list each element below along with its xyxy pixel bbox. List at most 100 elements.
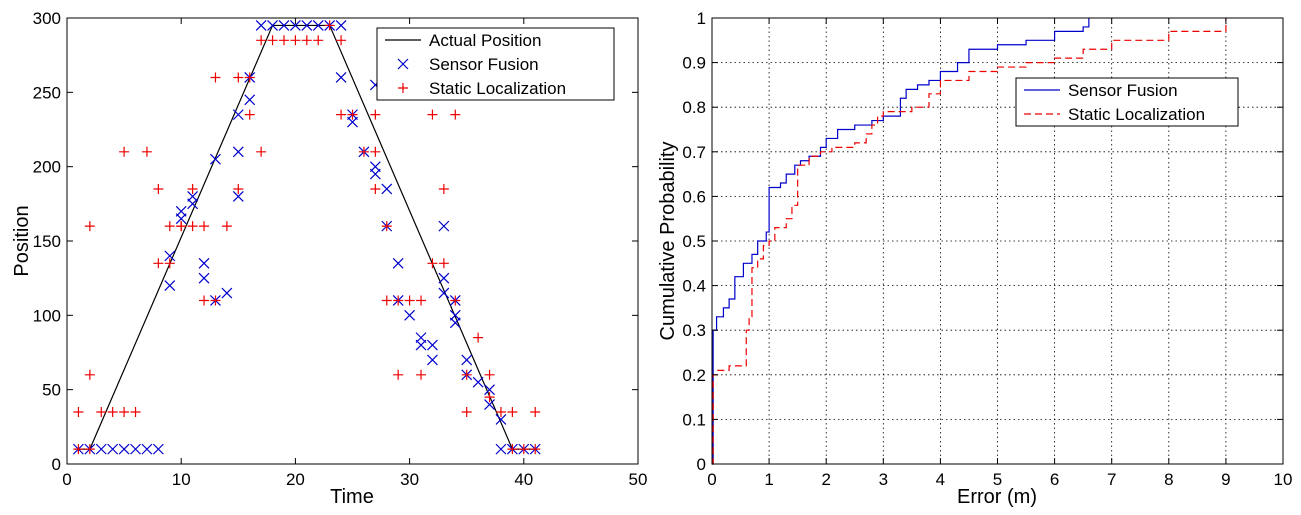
data-point-static-localization — [347, 109, 358, 120]
data-point-static-localization — [381, 221, 392, 232]
legend-label-static-localization: Static Localization — [429, 79, 566, 98]
data-point-static-localization — [370, 146, 381, 157]
series-line-sensor-fusion — [712, 18, 1090, 465]
data-point-static-localization — [119, 406, 130, 417]
y-axis-label: Position — [11, 205, 33, 276]
data-point-sensor-fusion — [267, 20, 278, 31]
x-tick-label: 8 — [1164, 470, 1173, 489]
data-point-static-localization — [221, 221, 232, 232]
data-point-static-localization — [199, 221, 210, 232]
data-point-sensor-fusion — [392, 257, 404, 269]
data-point-sensor-fusion — [404, 309, 416, 321]
data-point-sensor-fusion — [198, 257, 210, 269]
data-point-static-localization — [233, 183, 244, 194]
data-point-sensor-fusion — [301, 20, 313, 31]
y-tick-label: 0 — [697, 455, 706, 474]
data-point-sensor-fusion — [278, 20, 290, 31]
data-point-static-localization — [141, 146, 152, 157]
data-point-static-localization — [416, 295, 427, 306]
legend-label-actual-position: Actual Position — [429, 31, 541, 50]
data-point-static-localization — [176, 221, 187, 232]
y-tick-label: 200 — [33, 158, 61, 177]
x-tick-label: 7 — [1107, 470, 1116, 489]
x-axis-label: Time — [330, 486, 374, 508]
data-point-static-localization — [256, 146, 267, 157]
data-point-static-localization — [518, 444, 529, 455]
y-tick-label: 1 — [697, 9, 706, 28]
trajectory-panel: 0 10 20 30 40 50 0 50 100 150 200 250 300 Time Posit… — [11, 9, 647, 508]
y-axis-label: Cumulative Probability — [657, 142, 679, 341]
y-tick-label: 300 — [33, 9, 61, 28]
data-point-sensor-fusion — [335, 72, 347, 83]
x-tick-label: 2 — [821, 470, 830, 489]
x-tick-label: 20 — [286, 470, 305, 489]
data-point-static-localization — [153, 183, 164, 194]
data-point-sensor-fusion — [118, 443, 130, 455]
data-point-static-localization — [256, 35, 267, 46]
data-point-static-localization — [530, 406, 541, 417]
data-point-static-localization — [84, 221, 95, 232]
data-point-static-localization — [473, 332, 484, 343]
legend: Sensor Fusion Static Localization — [1015, 77, 1239, 127]
data-point-static-localization — [313, 35, 324, 46]
y-tick-label: 0.9 — [682, 54, 706, 73]
x-tick-label: 0 — [707, 470, 716, 489]
data-point-sensor-fusion — [232, 146, 244, 158]
data-point-static-localization — [107, 406, 118, 417]
y-tick-label: 0.6 — [682, 187, 706, 206]
y-tick-label: 50 — [42, 381, 61, 400]
data-point-static-localization — [461, 369, 472, 380]
data-point-sensor-fusion — [449, 317, 461, 329]
data-point-static-localization — [84, 444, 95, 455]
y-tick-label: 0.3 — [682, 321, 706, 340]
data-point-sensor-fusion — [175, 205, 187, 217]
data-point-sensor-fusion — [495, 413, 507, 425]
data-point-static-localization — [393, 295, 404, 306]
data-point-static-localization — [370, 109, 381, 120]
x-tick-label: 10 — [1274, 470, 1293, 489]
data-point-static-localization — [450, 109, 461, 120]
data-point-static-localization — [461, 406, 472, 417]
data-point-static-localization — [530, 444, 541, 455]
x-tick-label: 10 — [172, 470, 191, 489]
data-point-sensor-fusion — [130, 443, 141, 455]
data-point-static-localization — [119, 146, 130, 157]
data-point-sensor-fusion — [164, 280, 176, 292]
data-point-sensor-fusion — [187, 190, 199, 202]
data-point-static-localization — [484, 392, 495, 403]
data-point-static-localization — [438, 183, 449, 194]
x-axis-label: Error (m) — [957, 486, 1037, 508]
data-point-sensor-fusion — [438, 220, 450, 232]
data-point-sensor-fusion — [438, 287, 450, 299]
data-point-sensor-fusion — [164, 250, 176, 262]
y-tick-label: 0.8 — [682, 98, 706, 117]
x-tick-label: 1 — [764, 470, 773, 489]
data-point-static-localization — [210, 295, 221, 306]
x-tick-label: 5 — [993, 470, 1002, 489]
data-point-sensor-fusion — [152, 443, 164, 455]
y-tick-label: 0.5 — [682, 232, 706, 251]
data-point-static-localization — [153, 258, 164, 269]
data-point-static-localization — [164, 221, 175, 232]
y-tick-label: 100 — [33, 306, 61, 325]
data-point-static-localization — [324, 20, 335, 31]
data-point-static-localization — [495, 406, 506, 417]
series-line-static-localization — [712, 18, 1227, 465]
x-tick-label: 30 — [400, 470, 419, 489]
data-point-sensor-fusion — [107, 443, 119, 455]
x-tick-label: 0 — [62, 470, 71, 489]
x-tick-label: 3 — [879, 470, 888, 489]
data-point-static-localization — [484, 369, 495, 380]
data-point-sensor-fusion — [347, 116, 358, 128]
data-point-static-localization — [404, 295, 415, 306]
data-point-static-localization — [244, 109, 255, 120]
x-tick-label: 6 — [1050, 470, 1059, 489]
data-point-static-localization — [233, 72, 244, 83]
x-tick-label: 40 — [514, 470, 533, 489]
data-point-sensor-fusion — [495, 443, 507, 455]
data-point-sensor-fusion — [95, 443, 107, 455]
data-point-static-localization — [393, 369, 404, 380]
data-point-static-localization — [438, 258, 449, 269]
y-tick-label: 0.7 — [682, 143, 706, 162]
data-point-static-localization — [416, 369, 427, 380]
